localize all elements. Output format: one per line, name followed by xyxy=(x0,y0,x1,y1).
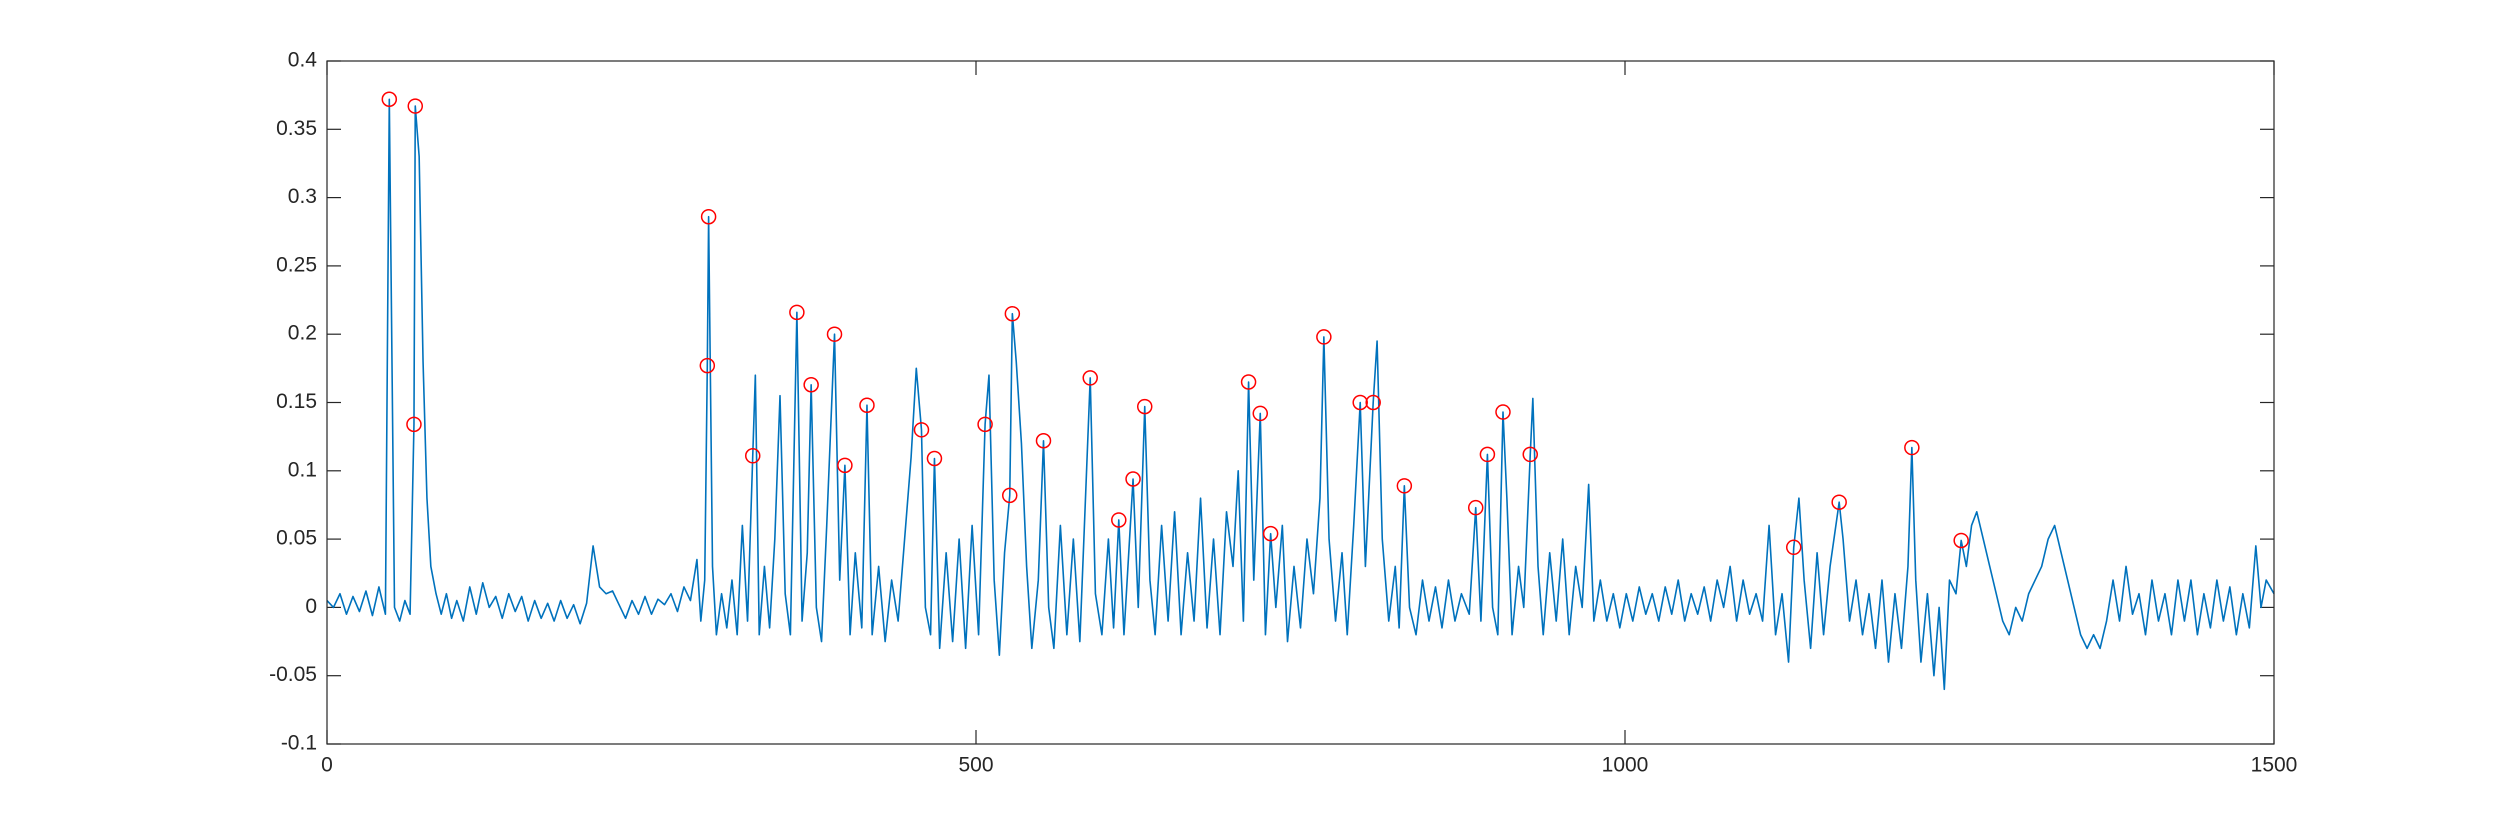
peak-marker xyxy=(1240,374,1257,390)
peak-marker xyxy=(1522,446,1538,463)
x-tick-label: 0 xyxy=(321,754,333,777)
peak-marker xyxy=(1831,494,1847,510)
peak-marker xyxy=(1904,439,1920,456)
peak-marker xyxy=(1495,404,1511,420)
peak-marker xyxy=(803,376,819,393)
x-tick-label: 1500 xyxy=(2251,754,2298,777)
plot-area xyxy=(327,61,2274,744)
y-tick-label: 0.05 xyxy=(276,527,317,550)
peak-marker xyxy=(407,98,424,114)
peak-marker xyxy=(1001,487,1018,504)
peak-marker xyxy=(1396,478,1413,494)
peak-marker xyxy=(1365,394,1381,411)
peak-marker xyxy=(913,422,930,438)
peak-marker xyxy=(1035,432,1052,449)
peak-marker xyxy=(1111,512,1127,528)
y-tick-label: 0.1 xyxy=(288,458,317,481)
y-tick-label: 0.2 xyxy=(288,322,317,345)
peak-marker xyxy=(1785,539,1802,556)
y-tick-label: -0.05 xyxy=(269,663,317,686)
signal-line xyxy=(326,98,2275,691)
y-tick-label: 0.35 xyxy=(276,117,317,140)
y-tick-label: 0.4 xyxy=(288,49,318,72)
y-tick-label: 0 xyxy=(305,595,317,618)
y-tick-label: 0.3 xyxy=(288,185,317,208)
peak-marker xyxy=(859,397,875,413)
peak-marker xyxy=(1316,329,1332,345)
peak-marker xyxy=(1953,532,1969,549)
peak-marker xyxy=(1479,446,1496,463)
y-tick-label: -0.1 xyxy=(281,732,317,755)
peak-marker xyxy=(1004,305,1021,322)
peak-marker xyxy=(1262,525,1279,542)
x-tick-label: 500 xyxy=(958,754,993,777)
peak-marker xyxy=(789,304,805,321)
peak-marker xyxy=(1352,394,1368,411)
axes-box xyxy=(326,60,2275,745)
peak-marker xyxy=(826,326,843,342)
x-tick-label: 1000 xyxy=(1602,754,1649,777)
peak-marker xyxy=(1252,405,1269,422)
peak-marker xyxy=(406,416,422,433)
peak-marker xyxy=(1467,499,1484,516)
peak-marker xyxy=(699,357,716,374)
peak-marker xyxy=(1136,398,1153,415)
peak-marker xyxy=(700,208,717,225)
peak-marker xyxy=(977,416,993,433)
peak-marker xyxy=(1125,471,1141,487)
peak-marker xyxy=(744,448,761,464)
peak-marker xyxy=(381,91,398,107)
y-tick-label: 0.25 xyxy=(276,253,317,276)
peak-marker xyxy=(837,457,853,474)
y-tick-label: 0.15 xyxy=(276,390,317,413)
peak-marker xyxy=(926,450,943,467)
peak-marker xyxy=(1082,370,1098,386)
